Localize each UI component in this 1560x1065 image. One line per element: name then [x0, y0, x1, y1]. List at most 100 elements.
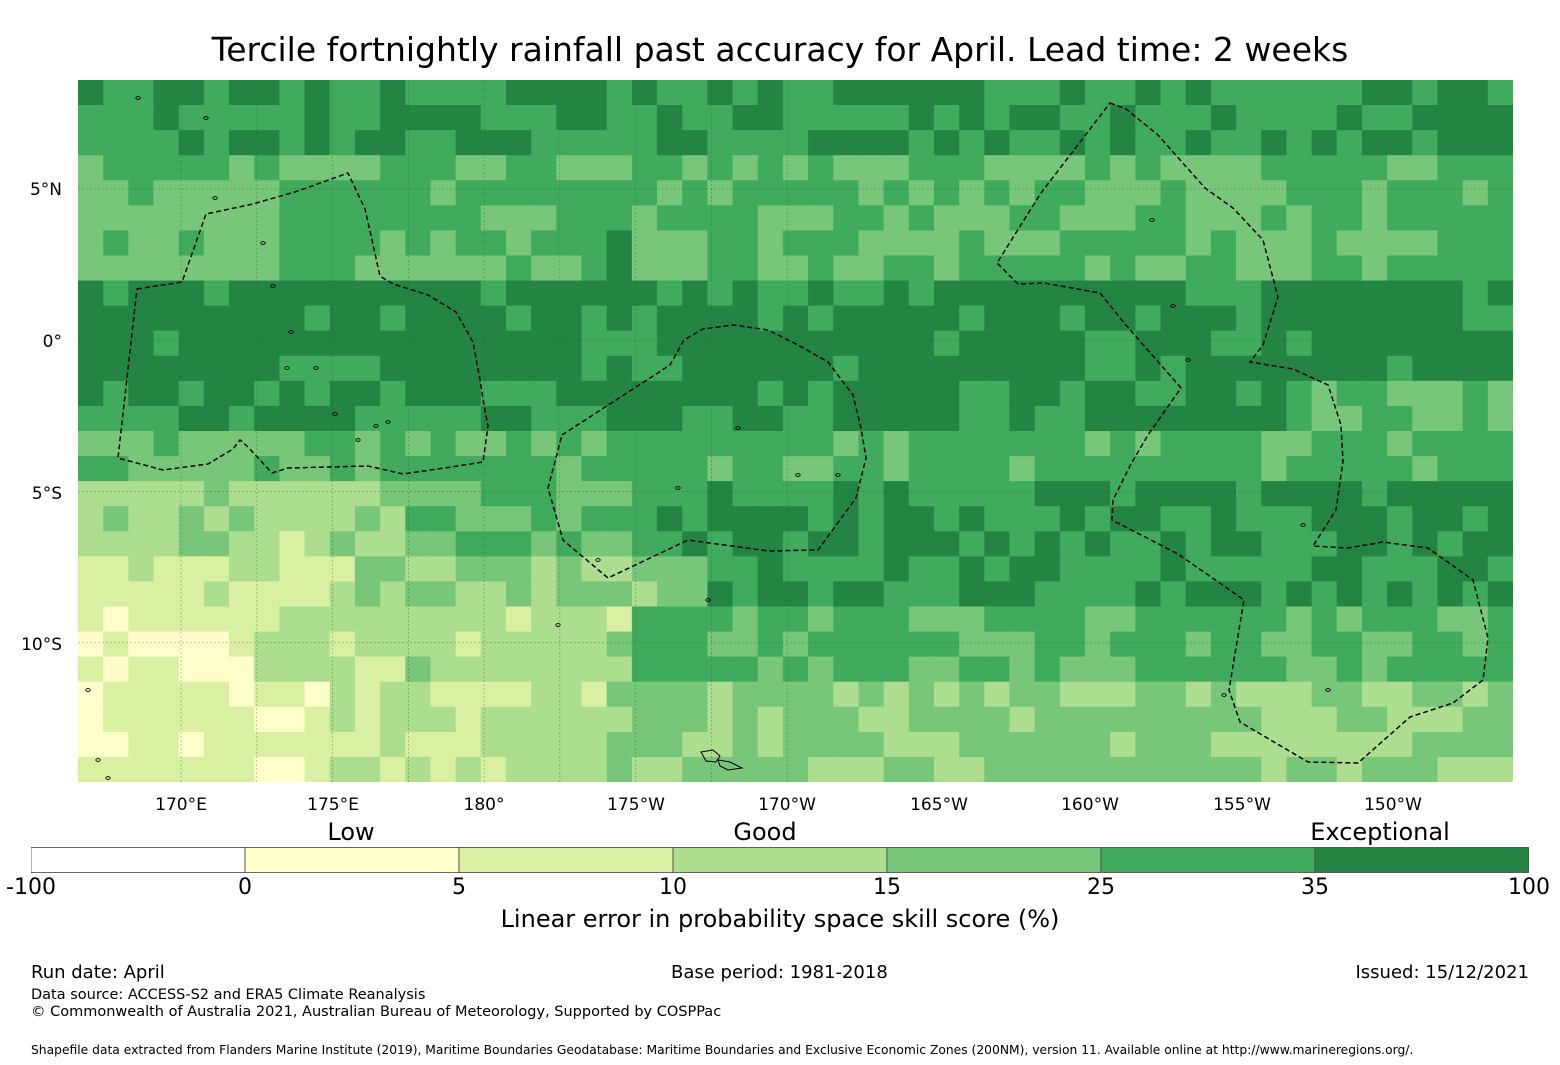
skill-cell	[380, 180, 406, 206]
skill-cell	[556, 280, 583, 307]
skill-cell	[1387, 380, 1413, 407]
skill-cell	[631, 481, 658, 507]
skill-cell	[455, 631, 482, 658]
skill-cell	[279, 155, 306, 181]
skill-cell	[732, 205, 759, 232]
skill-cell	[229, 731, 255, 758]
skill-cell	[1387, 180, 1413, 206]
skill-cell	[430, 656, 457, 683]
skill-cell	[1034, 380, 1061, 407]
skill-cell	[858, 656, 885, 683]
skill-cell	[1311, 205, 1338, 232]
lon-label-175w: 175°W	[607, 795, 665, 815]
skill-cell	[153, 706, 180, 733]
skill-cell	[128, 330, 155, 357]
skill-cell	[505, 606, 532, 633]
skill-cell	[1135, 305, 1162, 332]
skill-cell	[455, 205, 482, 232]
skill-cell	[279, 355, 306, 382]
skill-cell	[1135, 531, 1162, 557]
skill-cell	[606, 706, 633, 733]
skill-cell	[153, 581, 180, 608]
island-outline	[284, 366, 290, 370]
skill-cell	[1135, 230, 1162, 257]
skill-cell	[808, 130, 834, 156]
skill-cell	[430, 606, 457, 633]
skill-cell	[631, 305, 658, 332]
skill-cell	[430, 355, 457, 382]
skill-cell	[304, 531, 331, 557]
skill-cell	[631, 656, 658, 683]
skill-cell	[556, 155, 583, 181]
skill-cell	[858, 531, 885, 557]
skill-cell	[279, 205, 306, 232]
skill-cell	[707, 405, 734, 432]
skill-cell	[354, 656, 381, 683]
skill-cell	[455, 681, 482, 708]
skill-cell	[984, 280, 1011, 307]
skill-cell	[531, 706, 557, 733]
skill-cell	[430, 155, 457, 181]
skill-cell	[732, 80, 759, 106]
skill-cell	[1387, 280, 1413, 307]
skill-cell	[1185, 355, 1212, 382]
skill-cell	[833, 706, 860, 733]
skill-cell	[1462, 756, 1489, 782]
skill-cell	[1387, 80, 1413, 106]
skill-cell	[1009, 481, 1036, 507]
skill-cell	[1210, 130, 1237, 156]
skill-cell	[1185, 280, 1212, 307]
skill-cell	[1034, 405, 1061, 432]
skill-cell	[1085, 581, 1111, 608]
skill-cell	[1236, 431, 1262, 457]
skill-cell	[707, 506, 734, 532]
skill-cell	[329, 506, 356, 532]
lat-label-0: 0°	[42, 332, 62, 352]
skill-cell	[153, 431, 180, 457]
skill-cell	[1286, 305, 1313, 332]
skill-cell	[430, 581, 457, 608]
skill-cell	[78, 531, 104, 557]
skill-cell	[1311, 180, 1338, 206]
skill-cell	[984, 431, 1011, 457]
skill-cell	[1085, 80, 1111, 106]
skill-cell	[908, 681, 935, 708]
skill-cell	[959, 155, 985, 181]
skill-cell	[858, 606, 885, 633]
skill-cell	[1160, 681, 1187, 708]
skill-cell	[480, 481, 507, 507]
skill-cell	[480, 180, 507, 206]
skill-cell	[1387, 681, 1413, 708]
skill-cell	[1110, 355, 1136, 382]
skill-cell	[1160, 230, 1187, 257]
skill-cell	[1437, 405, 1464, 432]
skill-cell	[1210, 255, 1237, 282]
skill-cell	[430, 180, 457, 206]
skill-cell	[1185, 105, 1212, 131]
skill-cell	[1059, 380, 1086, 407]
legend-tick-label: 25	[1087, 875, 1115, 900]
skill-cell	[1437, 105, 1464, 131]
skill-cell	[581, 531, 608, 557]
skill-cell	[1487, 531, 1513, 557]
skill-cell	[531, 355, 557, 382]
skill-cell	[1210, 706, 1237, 733]
skill-cell	[959, 756, 985, 782]
skill-cell	[732, 681, 759, 708]
skill-cell	[959, 531, 985, 557]
skill-cell	[883, 305, 910, 332]
skill-cell	[405, 355, 432, 382]
skill-cell	[757, 456, 784, 482]
skill-cell	[1487, 205, 1513, 232]
skill-cell	[405, 155, 432, 181]
skill-cell	[1462, 130, 1489, 156]
skill-cell	[254, 556, 281, 583]
skill-cell	[329, 531, 356, 557]
skill-cell	[153, 80, 180, 106]
skill-cell	[1361, 405, 1388, 432]
skill-cell	[1085, 456, 1111, 482]
skill-cell	[505, 280, 532, 307]
skill-cell	[1085, 355, 1111, 382]
skill-cell	[304, 255, 331, 282]
skill-cell	[103, 431, 129, 457]
